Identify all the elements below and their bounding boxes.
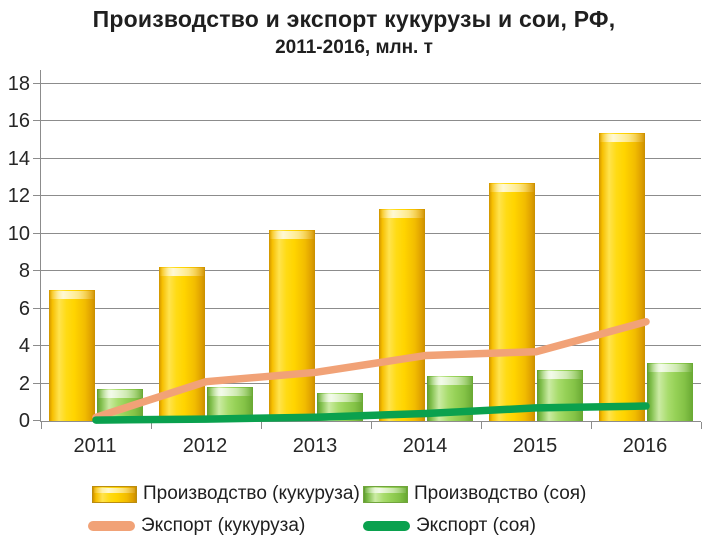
chart-title-line1: Производство и экспорт кукурузы и сои, Р…: [92, 6, 616, 32]
legend-label-production-corn: Производство (кукуруза): [143, 483, 360, 504]
x-axis-label: 2012: [182, 435, 228, 457]
y-axis-label: 0: [18, 410, 30, 432]
x-axis-tick: [150, 422, 152, 429]
gridline: [41, 195, 701, 197]
gridline: [41, 270, 701, 272]
line-export-corn: [92, 318, 650, 422]
legend-label-export-soy: Экспорт (соя): [416, 515, 536, 536]
legend-swatch-export-corn: [88, 521, 135, 531]
x-axis-tick: [260, 422, 262, 429]
y-axis-label: 14: [7, 147, 30, 170]
y-axis-line-extension: [40, 70, 41, 84]
legend-label-production-soy: Производство (соя): [414, 483, 587, 504]
x-axis-label: 2014: [402, 435, 448, 457]
y-axis-label: 10: [7, 222, 30, 245]
chart-title: Производство и экспорт кукурузы и сои, Р…: [0, 6, 708, 59]
x-axis-label: 2011: [73, 435, 117, 457]
y-axis-tick: [33, 232, 41, 234]
plot-area: [33, 83, 702, 429]
y-axis-label: 16: [7, 110, 30, 133]
gridline: [41, 232, 701, 234]
chart-title-line2: 2011-2016, млн. т: [275, 37, 433, 58]
y-axis-label: 6: [18, 297, 30, 320]
x-axis-tick: [40, 422, 42, 429]
legend-item-production-corn: Производство (кукуруза): [92, 484, 360, 504]
bar-production-corn: [49, 289, 95, 421]
legend-swatch-production-soy: [363, 485, 408, 503]
bar-production-soy: [647, 362, 693, 421]
x-axis-label: 2016: [622, 435, 668, 457]
y-axis-label: 8: [18, 260, 30, 283]
y-axis-tick: [33, 83, 41, 84]
y-axis-tick: [33, 382, 41, 384]
y-axis-label: 2: [18, 372, 30, 395]
y-axis-tick: [33, 345, 41, 347]
line-series-layer: [92, 318, 650, 424]
x-axis-tick: [590, 422, 592, 429]
gridline: [41, 120, 701, 122]
y-axis-label: 4: [18, 335, 30, 358]
y-axis-label: 12: [7, 185, 30, 208]
gridline: [41, 382, 701, 384]
x-axis-tick: [370, 422, 372, 429]
x-axis-tick: [700, 422, 702, 429]
y-axis-tick: [33, 120, 41, 122]
gridline: [41, 83, 701, 84]
y-axis-label: 18: [7, 73, 30, 95]
legend-label-export-corn: Экспорт (кукуруза): [141, 515, 306, 536]
bar-production-corn: [159, 267, 205, 421]
gridline: [41, 345, 701, 347]
y-axis-tick: [33, 157, 41, 159]
legend-item-export-soy: Экспорт (соя): [363, 516, 536, 536]
bar-production-corn: [269, 230, 315, 421]
legend-swatch-export-soy: [363, 521, 410, 531]
legend-item-production-soy: Производство (соя): [363, 484, 586, 504]
legend-swatch-production-corn: [92, 485, 137, 503]
gridline: [41, 307, 701, 309]
y-axis-tick: [33, 420, 41, 421]
bar-production-corn: [489, 183, 535, 421]
legend-item-export-corn: Экспорт (кукуруза): [88, 516, 305, 536]
x-axis-labels: 2011 2012 2013 2014 2015 2016: [40, 436, 700, 458]
bar-production-corn: [599, 132, 645, 421]
x-axis-label: 2013: [292, 435, 338, 457]
bar-production-corn: [379, 209, 425, 421]
x-axis-label: 2015: [512, 435, 558, 457]
y-axis-tick: [33, 270, 41, 272]
y-axis-labels: 0 2 4 6 8 10 12 14 16 18: [0, 74, 32, 431]
gridline: [41, 157, 701, 159]
line-export-soy: [92, 402, 650, 424]
bar-production-soy: [537, 370, 583, 421]
y-axis-tick: [33, 307, 41, 309]
y-axis-tick: [33, 195, 41, 197]
x-axis-tick: [480, 422, 482, 429]
